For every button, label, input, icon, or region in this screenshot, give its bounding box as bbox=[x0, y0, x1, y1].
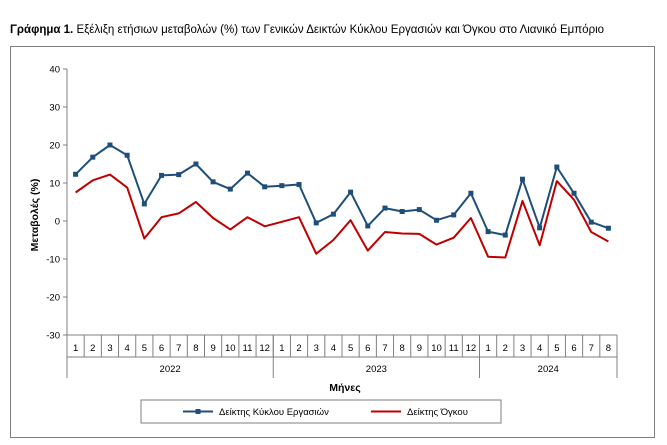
data-point-marker bbox=[279, 183, 285, 189]
y-tick-label: -20 bbox=[46, 293, 60, 304]
y-tick-label: 0 bbox=[55, 217, 60, 228]
legend-box bbox=[140, 399, 502, 424]
x-tick-label: 2 bbox=[296, 343, 301, 354]
data-point-marker bbox=[519, 176, 525, 182]
data-point-marker bbox=[588, 219, 594, 225]
data-point-marker bbox=[296, 182, 302, 188]
data-point-marker bbox=[90, 154, 96, 160]
x-tick-label: 9 bbox=[417, 343, 422, 354]
x-tick-label: 8 bbox=[606, 343, 611, 354]
data-point-marker bbox=[244, 170, 250, 176]
data-point-marker bbox=[227, 186, 233, 192]
x-group-label: 2024 bbox=[538, 364, 559, 375]
data-point-marker bbox=[313, 220, 319, 226]
data-point-marker bbox=[502, 232, 508, 238]
series-line-2 bbox=[75, 173, 609, 259]
series-lines bbox=[73, 142, 611, 259]
data-point-marker bbox=[451, 212, 457, 218]
x-tick-label: 1 bbox=[73, 343, 78, 354]
x-tick-label: 2 bbox=[90, 343, 95, 354]
data-point-marker bbox=[193, 161, 199, 167]
y-axis-ticks: -30 -20 -10 0 10 20 30 40 bbox=[46, 65, 67, 342]
data-point-marker bbox=[330, 211, 336, 217]
x-tick-label: 12 bbox=[466, 343, 477, 354]
x-tick-label: 11 bbox=[449, 343, 459, 354]
x-tick-label: 11 bbox=[243, 343, 253, 354]
y-tick-label: 40 bbox=[49, 65, 60, 76]
data-point-marker bbox=[537, 225, 543, 231]
x-tick-label: 2 bbox=[503, 343, 508, 354]
data-point-marker bbox=[416, 207, 422, 213]
y-tick-label: 30 bbox=[49, 103, 60, 114]
x-tick-label: 5 bbox=[348, 343, 353, 354]
x-tick-label: 5 bbox=[142, 343, 147, 354]
data-point-marker bbox=[73, 171, 79, 177]
x-group-label: 2023 bbox=[366, 364, 387, 375]
data-point-marker bbox=[176, 172, 182, 178]
data-point-marker bbox=[262, 184, 268, 190]
x-tick-label: 10 bbox=[431, 343, 442, 354]
x-axis-label: Μήνες bbox=[329, 382, 361, 394]
x-tick-label: 3 bbox=[314, 343, 319, 354]
legend-marker bbox=[195, 409, 201, 414]
x-tick-label: 9 bbox=[210, 343, 215, 354]
x-group-label: 2022 bbox=[160, 364, 181, 375]
x-tick-label: 7 bbox=[589, 343, 594, 354]
x-tick-label: 7 bbox=[382, 343, 387, 354]
x-tick-label: 6 bbox=[159, 343, 164, 354]
x-tick-label: 8 bbox=[400, 343, 405, 354]
y-tick-label: 10 bbox=[49, 179, 60, 190]
x-tick-label: 4 bbox=[331, 343, 336, 354]
data-point-marker bbox=[605, 225, 611, 231]
data-point-marker bbox=[554, 164, 560, 170]
data-point-marker bbox=[468, 190, 474, 196]
x-tick-label: 10 bbox=[225, 343, 236, 354]
data-point-marker bbox=[159, 172, 165, 178]
data-point-marker bbox=[382, 205, 388, 211]
data-point-marker bbox=[365, 223, 371, 229]
data-point-marker bbox=[124, 152, 130, 158]
data-point-marker bbox=[399, 209, 405, 214]
data-point-marker bbox=[210, 179, 216, 185]
x-tick-label: 3 bbox=[107, 343, 112, 354]
y-tick-label: -10 bbox=[46, 255, 60, 266]
data-point-marker bbox=[107, 142, 113, 148]
legend-label-2: Δείκτης Όγκου bbox=[407, 407, 468, 418]
data-point-marker bbox=[348, 189, 354, 195]
x-tick-label: 6 bbox=[365, 343, 370, 354]
data-point-marker bbox=[485, 229, 491, 235]
x-tick-label: 8 bbox=[193, 343, 198, 354]
x-tick-label: 6 bbox=[571, 343, 576, 354]
chart-axes bbox=[66, 69, 618, 378]
x-tick-label: 4 bbox=[537, 343, 542, 354]
x-tick-label: 7 bbox=[176, 343, 181, 354]
chart-title: Γράφημα 1. Εξέλιξη ετήσιων μεταβολών (%)… bbox=[10, 24, 660, 36]
y-tick-label: 20 bbox=[49, 141, 60, 152]
legend-label-1: Δείκτης Κύκλου Εργασιών bbox=[219, 407, 329, 418]
x-tick-label: 3 bbox=[520, 343, 525, 354]
y-tick-label: -30 bbox=[46, 331, 60, 342]
y-axis-label: Μεταβολές (%) bbox=[29, 179, 41, 252]
x-tick-label: 1 bbox=[279, 343, 284, 354]
legend: Δείκτης Κύκλου Εργασιών Δείκτης Όγκου bbox=[140, 399, 502, 424]
data-point-marker bbox=[434, 217, 440, 223]
chart-title-prefix: Γράφημα 1. bbox=[10, 24, 74, 36]
chart-title-text: Εξέλιξη ετήσιων μεταβολών (%) των Γενικώ… bbox=[76, 24, 605, 36]
x-tick-label: 5 bbox=[554, 343, 559, 354]
series-line-1 bbox=[74, 144, 609, 237]
data-point-marker bbox=[141, 201, 147, 207]
x-tick-label: 1 bbox=[485, 343, 490, 354]
data-point-marker bbox=[571, 190, 577, 196]
x-tick-label: 4 bbox=[125, 343, 130, 354]
x-tick-label: 12 bbox=[259, 343, 270, 354]
chart-frame bbox=[10, 46, 655, 438]
